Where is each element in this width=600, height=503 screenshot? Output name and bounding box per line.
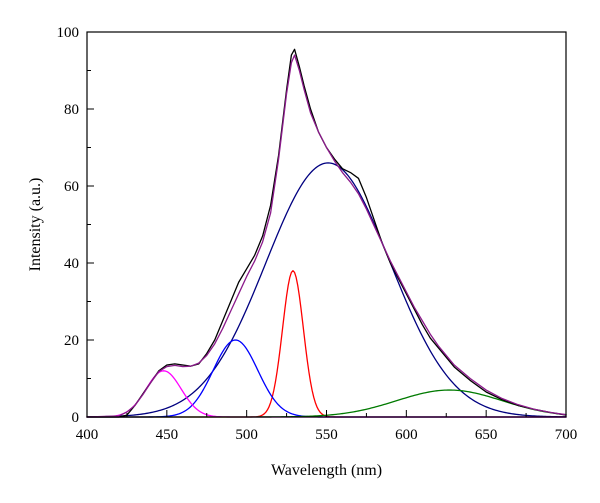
y-tick-label: 80 (64, 102, 79, 118)
y-tick-label: 40 (64, 256, 79, 272)
x-tick-label: 500 (235, 427, 258, 443)
plot-lines (86, 48, 567, 418)
x-tick-label: 550 (315, 427, 338, 443)
gaussian-component-line (86, 339, 567, 418)
y-tick-label: 60 (64, 179, 79, 195)
y-axis-ticks: 0 20 40 60 80 100 (57, 25, 94, 426)
x-axis-ticks: 400 450 500 550 600 650 700 (76, 410, 578, 443)
y-tick-label: 20 (64, 333, 79, 349)
x-tick-label: 600 (395, 427, 418, 443)
gaussian-component-line (86, 270, 567, 418)
gaussian-component-line (86, 162, 567, 418)
x-tick-label: 650 (475, 427, 498, 443)
y-axis-title: Intensity (a.u.) (27, 178, 44, 272)
x-axis-title: Wavelength (nm) (271, 462, 382, 479)
x-tick-label: 700 (555, 427, 578, 443)
y-tick-label: 100 (57, 25, 80, 41)
cumulative-fit-line (86, 54, 567, 418)
x-tick-label: 450 (156, 427, 179, 443)
measured-spectrum-line (86, 48, 567, 418)
plot-frame (86, 31, 567, 418)
y-tick-label: 0 (72, 410, 80, 426)
x-tick-label: 400 (76, 427, 99, 443)
